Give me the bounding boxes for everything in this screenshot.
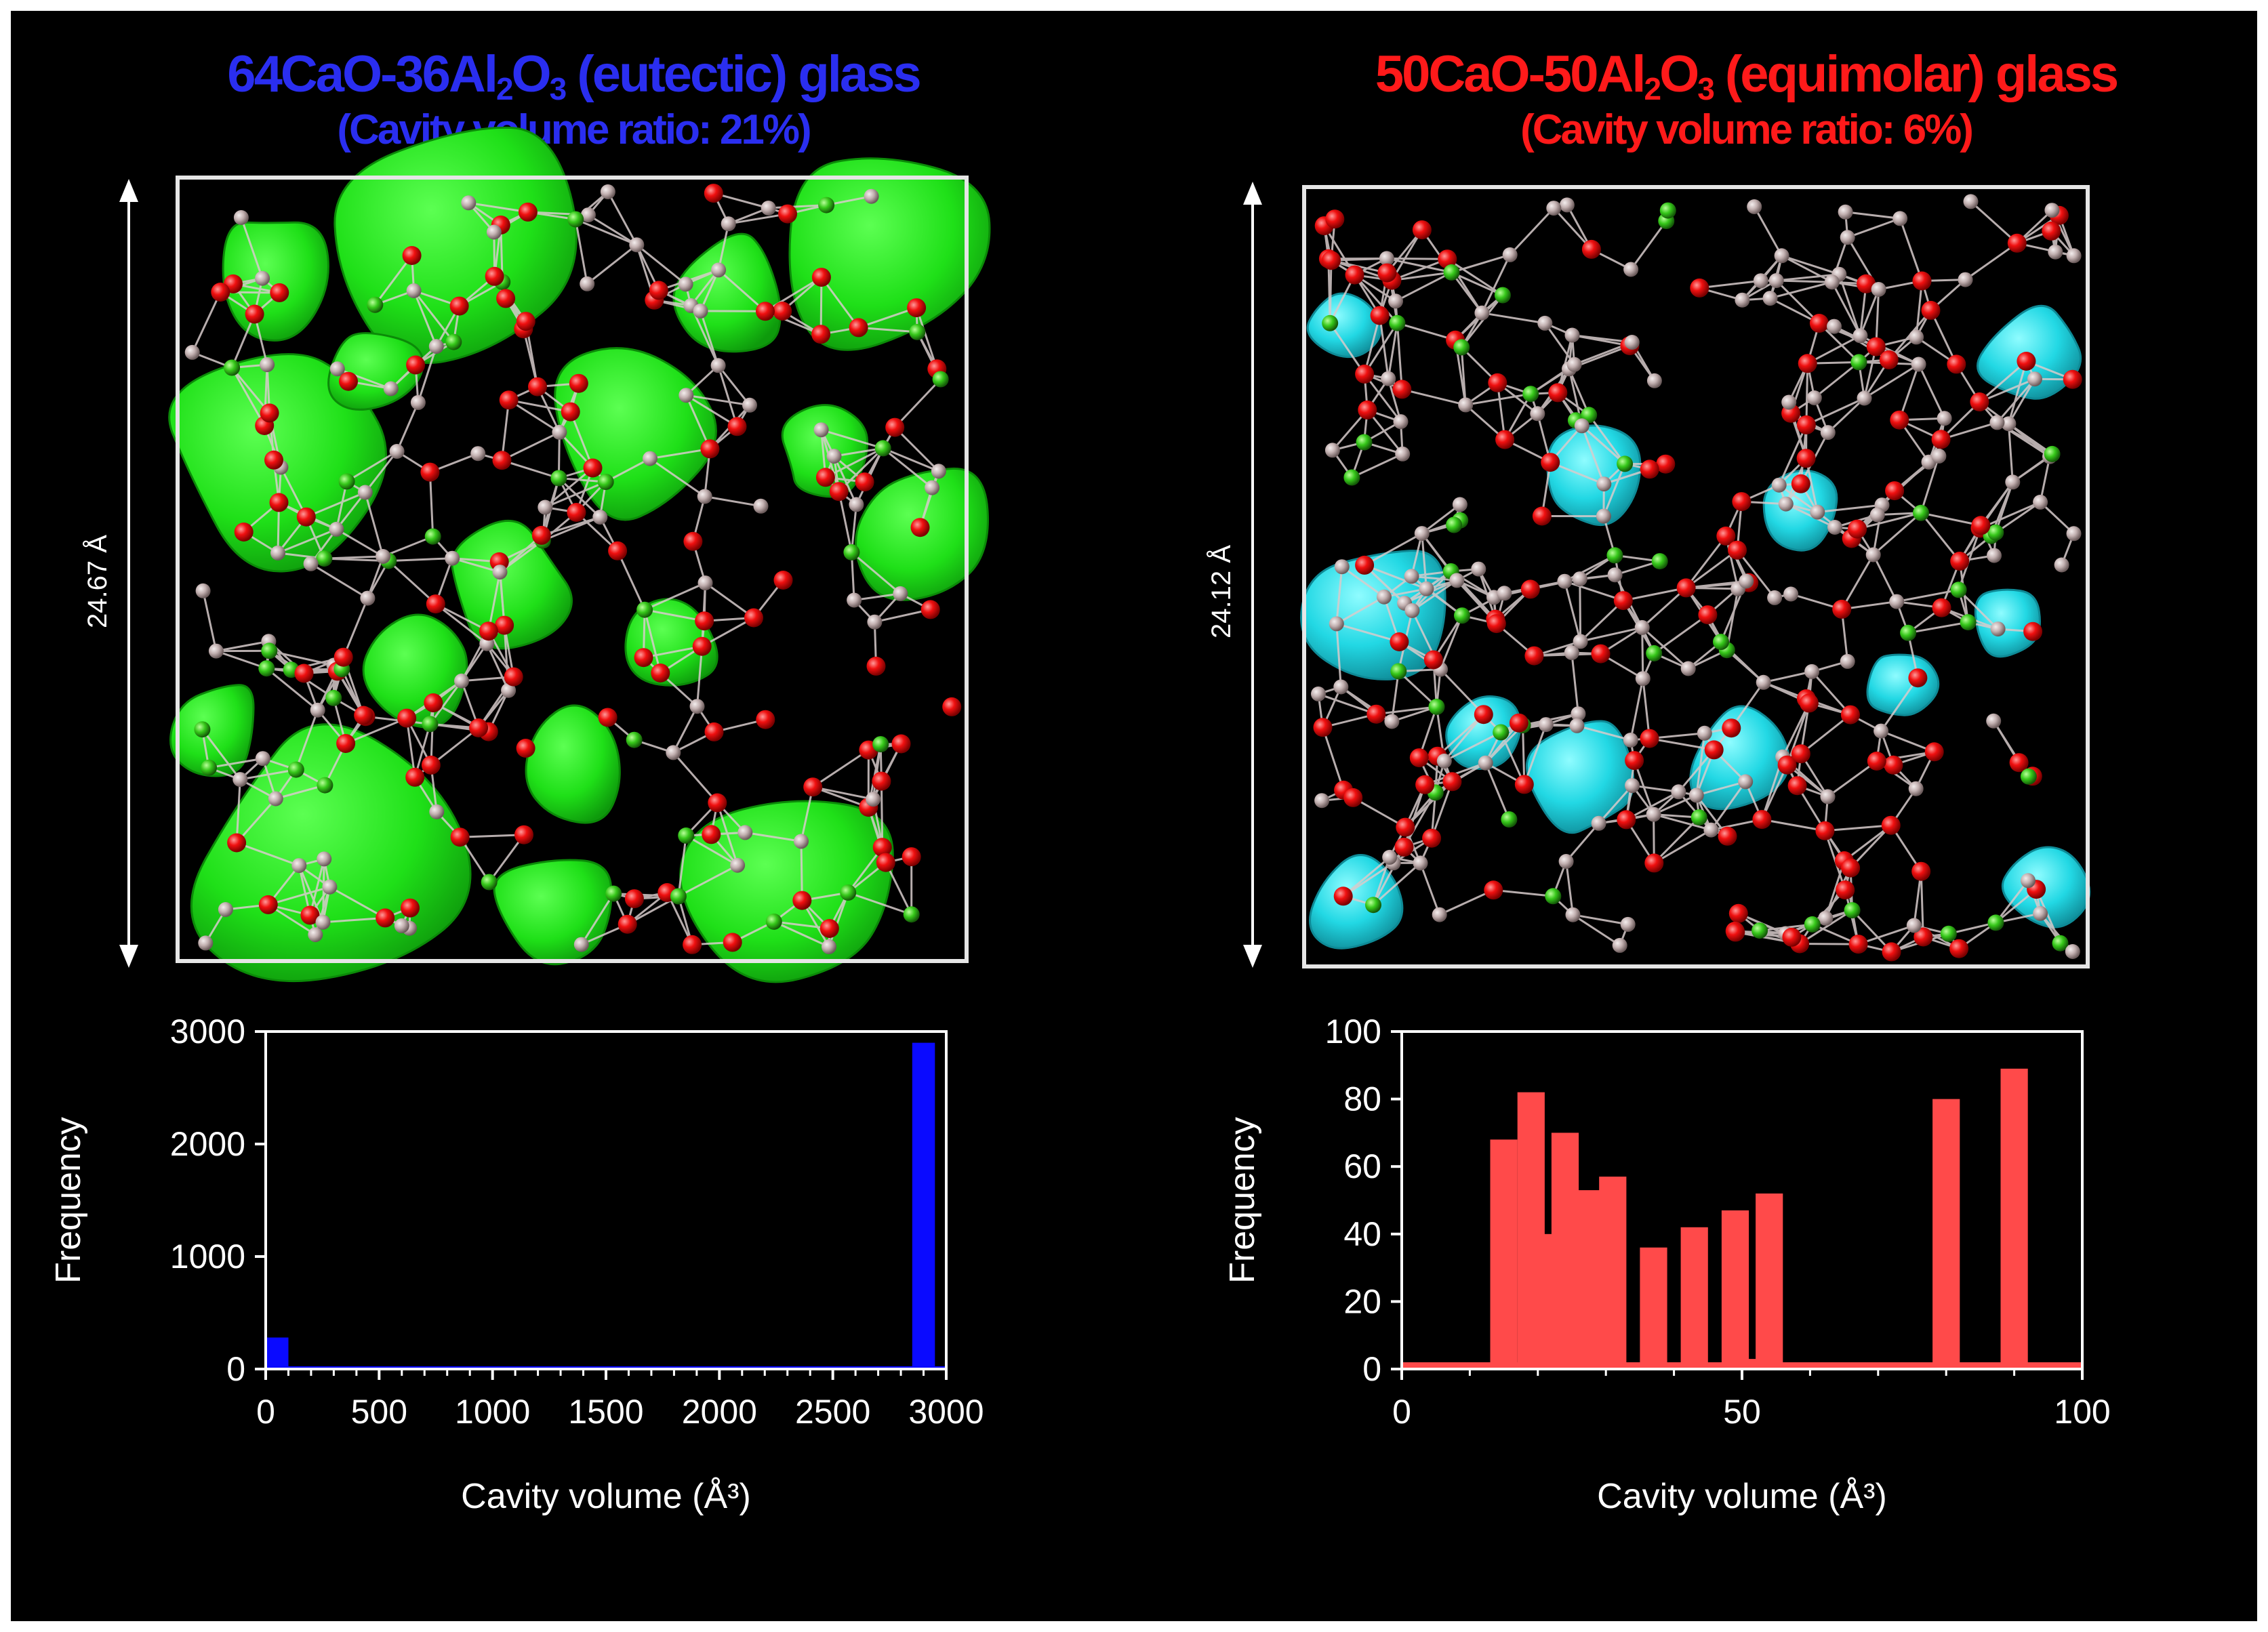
histogram-bar <box>266 1337 289 1369</box>
histogram-bar <box>1551 1133 1579 1369</box>
cavity-surface <box>1309 854 1404 950</box>
left-atomic-network <box>184 184 962 954</box>
x-tick-label: 500 <box>351 1393 407 1431</box>
cavity-surface <box>333 126 578 364</box>
left-title-sub2: 3 <box>549 71 567 106</box>
left-box-frame <box>176 176 969 963</box>
x-axis-label: Cavity volume (Å³) <box>461 1477 751 1516</box>
histogram-bar <box>1490 1139 1518 1369</box>
x-tick-label: 2500 <box>795 1393 870 1431</box>
x-tick-label: 2000 <box>682 1393 757 1431</box>
histogram-bar <box>1932 1099 1960 1369</box>
left-title-sub1: 2 <box>495 71 514 106</box>
cavity-surface <box>190 723 472 983</box>
y-tick-label: 20 <box>1343 1282 1381 1320</box>
cavity-surface <box>2001 846 2091 929</box>
histogram-bar <box>1640 1247 1667 1369</box>
cavity-surface <box>1546 424 1642 527</box>
histogram-bar <box>912 1042 935 1369</box>
x-tick-label: 1000 <box>455 1393 530 1431</box>
cavity-surface <box>672 232 782 353</box>
left-title-suffix: (eutectic) glass <box>565 45 921 103</box>
histogram-bar <box>2000 1068 2028 1369</box>
cavity-surface <box>525 704 621 824</box>
right-atomic-network <box>1311 194 2082 962</box>
right-dimension-label: 24.12 Å <box>1206 545 1236 638</box>
right-histogram: 0 20 40 60 80 100 0 50 100 Cavity volume (Å³) Freq… <box>1223 1013 2111 1516</box>
histogram-bar <box>1756 1194 1783 1369</box>
cavity-surface <box>1974 588 2041 658</box>
histogram-bar <box>1721 1210 1749 1369</box>
y-tick-label: 1000 <box>170 1238 245 1276</box>
x-axis-label: Cavity volume (Å³) <box>1597 1477 1887 1516</box>
black-panel: 64CaO-36Al2O3 (eutectic) glass (Cavity v… <box>11 11 2257 1621</box>
y-tick-label: 60 <box>1343 1147 1381 1185</box>
right-title-sub2: 3 <box>1697 71 1715 106</box>
right-box-frame <box>1302 185 2090 968</box>
left-dimension-arrow <box>119 179 138 968</box>
cavity-surface <box>327 332 424 411</box>
y-tick-label: 100 <box>1325 1013 1381 1050</box>
cavity-surface <box>451 519 573 650</box>
y-tick-label: 3000 <box>170 1013 245 1050</box>
x-tick-label: 100 <box>2054 1393 2110 1431</box>
y-tick-label: 0 <box>1362 1350 1381 1388</box>
left-title-prefix: 64CaO-36Al <box>227 45 498 103</box>
right-subtitle: (Cavity volume ratio: 6%) <box>1520 106 1974 153</box>
y-axis-label: Frequency <box>49 1117 88 1284</box>
x-tick-label: 1500 <box>568 1393 643 1431</box>
plot-frame <box>264 1030 948 1370</box>
y-axis-label: Frequency <box>1223 1117 1262 1284</box>
histogram-bar <box>1599 1177 1627 1369</box>
baseline-bar <box>266 1366 946 1369</box>
left-histogram: 0 1000 2000 3000 0 500 1000 1500 2000 2500 3000 Cav… <box>49 1013 984 1516</box>
x-tick-label: 0 <box>1392 1393 1411 1431</box>
y-tick-label: 40 <box>1343 1215 1381 1253</box>
atom-spheres <box>1311 194 2082 962</box>
y-tick-label: 80 <box>1343 1080 1381 1118</box>
right-title-suffix: (equimolar) glass <box>1712 45 2119 103</box>
x-tick-label: 0 <box>256 1393 275 1431</box>
x-tick-label: 3000 <box>908 1393 984 1431</box>
left-title: 64CaO-36Al2O3 (eutectic) glass <box>174 45 973 104</box>
cavity-surface <box>169 684 255 777</box>
right-structure-image <box>1300 185 2091 968</box>
right-title-mid: O <box>1659 45 1699 103</box>
right-title-sub1: 2 <box>1644 71 1661 106</box>
y-tick-label: 2000 <box>170 1125 245 1163</box>
left-title-mid: O <box>511 45 552 103</box>
left-structure-image <box>168 126 991 983</box>
right-title: 50CaO-50Al2O3 (equimolar) glass <box>1265 45 2227 104</box>
right-title-prefix: 50CaO-50Al <box>1375 45 1646 103</box>
left-dimension-label: 24.67 Å <box>82 535 113 628</box>
right-dimension-arrow <box>1243 182 1262 968</box>
x-tick-label: 50 <box>1723 1393 1761 1431</box>
histogram-bar <box>1680 1227 1708 1369</box>
y-tick-label: 0 <box>226 1350 245 1388</box>
cavity-surface <box>781 404 869 498</box>
atom-spheres <box>184 184 962 954</box>
